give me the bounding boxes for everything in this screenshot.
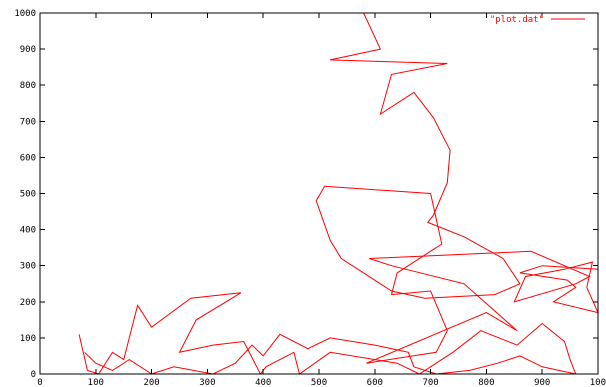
y-tick-label: 400 bbox=[20, 226, 36, 236]
y-tick-label: 200 bbox=[20, 298, 36, 308]
y-tick-label: 1000 bbox=[14, 9, 36, 19]
legend: "plot.dat" bbox=[490, 15, 585, 25]
y-tick-label: 700 bbox=[20, 117, 36, 127]
x-tick-label: 600 bbox=[367, 378, 383, 387]
y-tick-label: 100 bbox=[20, 334, 36, 344]
x-tick-label: 200 bbox=[143, 378, 159, 387]
y-tick-label: 900 bbox=[20, 45, 36, 55]
y-tick-label: 600 bbox=[20, 153, 36, 163]
legend-entry-plot-dat: "plot.dat" bbox=[490, 15, 544, 25]
y-tick-label: 800 bbox=[20, 81, 36, 91]
axis-ticks: 0 100 200 300 400 500 600 700 800 900 1000 0 100 200 3… bbox=[14, 9, 606, 387]
x-tick-label: 500 bbox=[311, 378, 327, 387]
x-tick-label: 900 bbox=[534, 378, 550, 387]
x-tick-label: 100 bbox=[590, 378, 606, 387]
x-tick-label: 100 bbox=[88, 378, 104, 387]
series-line-2 bbox=[78, 292, 577, 375]
x-tick-label: 700 bbox=[422, 378, 438, 387]
x-tick-label: 800 bbox=[478, 378, 494, 387]
series-line-1 bbox=[315, 12, 599, 364]
x-tick-label: 400 bbox=[255, 378, 271, 387]
y-tick-label: 300 bbox=[20, 262, 36, 272]
y-tick-label: 500 bbox=[20, 190, 36, 200]
y-tick-label: 0 bbox=[31, 370, 36, 380]
x-tick-label: 0 bbox=[37, 378, 42, 387]
plot-lines bbox=[78, 12, 599, 375]
plot-frame bbox=[39, 12, 599, 375]
x-tick-label: 300 bbox=[199, 378, 215, 387]
